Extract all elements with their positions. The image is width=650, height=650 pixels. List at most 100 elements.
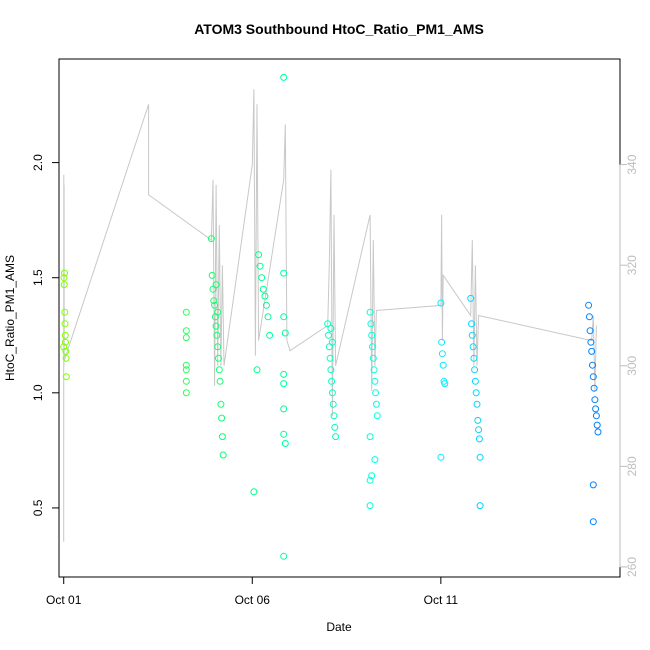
data-point-105 xyxy=(585,301,593,309)
data-point-56 xyxy=(324,320,332,328)
data-point-78 xyxy=(373,412,381,420)
data-point-17 xyxy=(182,389,190,397)
data-point-46 xyxy=(280,73,288,81)
data-point-22 xyxy=(211,301,219,309)
data-point-6 xyxy=(61,331,69,339)
data-point-54 xyxy=(281,440,289,447)
data-point-1 xyxy=(60,274,68,282)
data-point-26 xyxy=(214,343,222,351)
data-point-61 xyxy=(328,377,336,385)
x-tick-label-2: Oct 11 xyxy=(424,593,459,607)
data-point-83 xyxy=(366,502,374,510)
y2-tick-label-2: 300 xyxy=(625,355,639,375)
data-point-42 xyxy=(261,292,269,300)
data-point-68 xyxy=(328,338,336,346)
data-point-115 xyxy=(592,412,600,420)
data-point-37 xyxy=(253,366,261,374)
data-point-21 xyxy=(210,297,218,305)
x-axis-label: Date xyxy=(326,620,352,634)
y2-tick-label-0: 260 xyxy=(625,557,639,577)
data-point-18 xyxy=(207,235,215,243)
data-point-14 xyxy=(182,361,190,369)
data-point-12 xyxy=(182,327,190,335)
x-tick-label-1: Oct 06 xyxy=(235,593,271,607)
data-point-82 xyxy=(366,476,374,484)
data-point-71 xyxy=(368,331,376,339)
data-point-87 xyxy=(439,361,447,369)
data-point-95 xyxy=(470,354,478,362)
data-point-34 xyxy=(212,281,220,289)
data-point-27 xyxy=(215,354,222,362)
data-point-2 xyxy=(60,281,68,289)
data-point-49 xyxy=(280,370,288,378)
data-point-77 xyxy=(372,400,380,408)
data-point-86 xyxy=(438,350,446,358)
x-tick-label-0: Oct 01 xyxy=(46,593,82,607)
data-point-66 xyxy=(332,433,340,441)
data-point-51 xyxy=(280,405,288,413)
data-point-96 xyxy=(471,366,479,374)
data-point-85 xyxy=(438,338,446,346)
data-point-4 xyxy=(61,308,69,316)
data-point-65 xyxy=(331,423,339,431)
data-point-81 xyxy=(368,472,376,480)
data-point-109 xyxy=(588,347,596,355)
data-points xyxy=(60,73,602,560)
data-point-59 xyxy=(326,354,334,362)
data-point-36 xyxy=(250,488,258,496)
data-point-113 xyxy=(591,396,599,404)
data-point-38 xyxy=(255,251,263,259)
data-point-84 xyxy=(437,299,445,307)
data-point-44 xyxy=(264,313,272,321)
data-point-60 xyxy=(327,366,335,374)
data-point-94 xyxy=(469,343,477,351)
data-point-79 xyxy=(366,433,374,441)
data-point-29 xyxy=(216,377,224,385)
data-point-112 xyxy=(590,384,598,392)
data-point-67 xyxy=(327,324,335,332)
data-point-80 xyxy=(371,456,379,464)
data-point-108 xyxy=(587,338,595,346)
data-point-39 xyxy=(256,262,264,270)
data-point-119 xyxy=(589,518,597,526)
altitude-polyline xyxy=(63,89,597,542)
x-axis: Oct 01 Oct 06 Oct 11 xyxy=(46,576,459,607)
data-point-33 xyxy=(219,451,227,459)
data-point-63 xyxy=(329,400,337,408)
data-point-30 xyxy=(217,400,225,408)
data-point-62 xyxy=(328,389,336,397)
plot-area xyxy=(58,58,621,578)
data-point-92 xyxy=(468,320,475,328)
data-point-70 xyxy=(367,320,375,328)
data-point-52 xyxy=(280,430,288,438)
data-point-40 xyxy=(258,274,266,282)
data-point-24 xyxy=(212,322,220,330)
data-point-48 xyxy=(280,313,288,321)
data-point-98 xyxy=(472,389,480,397)
data-point-41 xyxy=(259,285,267,293)
data-point-73 xyxy=(369,354,377,362)
data-point-11 xyxy=(182,308,190,316)
data-point-114 xyxy=(592,405,600,413)
data-point-107 xyxy=(586,327,594,335)
y2-tick-label-3: 320 xyxy=(625,255,639,275)
data-point-69 xyxy=(366,308,374,316)
data-point-13 xyxy=(182,334,190,342)
data-point-89 xyxy=(441,380,449,388)
data-point-7 xyxy=(62,338,69,346)
y-tick-label-0: 0.5 xyxy=(31,499,45,516)
data-point-50 xyxy=(280,380,288,388)
data-point-3 xyxy=(61,269,68,277)
data-point-99 xyxy=(473,400,481,408)
data-point-91 xyxy=(467,294,475,302)
data-point-104 xyxy=(476,502,484,510)
data-point-117 xyxy=(594,428,602,436)
data-point-72 xyxy=(369,343,376,351)
y2-tick-label-4: 340 xyxy=(625,154,639,174)
data-point-90 xyxy=(437,453,445,461)
data-point-35 xyxy=(214,308,222,316)
data-point-19 xyxy=(208,271,216,279)
data-point-103 xyxy=(476,453,484,461)
data-point-45 xyxy=(266,331,274,339)
